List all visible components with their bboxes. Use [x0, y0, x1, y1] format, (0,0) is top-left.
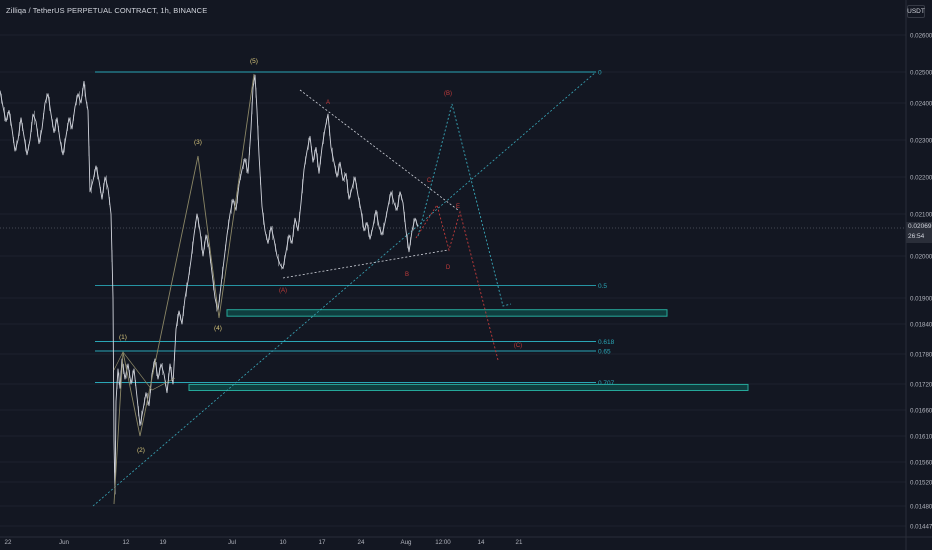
- impulse-wave-label: (3): [194, 139, 202, 146]
- price-tick-label: 0.01660: [910, 408, 932, 415]
- time-tick-label: 12:00: [435, 539, 451, 546]
- price-tick-label: 0.02200: [910, 175, 932, 182]
- price-tick-label: 0.01560: [910, 460, 932, 467]
- correction-wave-label: B: [405, 272, 409, 278]
- correction-wave-label: D: [446, 265, 451, 271]
- time-tick-label: 24: [358, 539, 365, 546]
- impulse-wave-label: (4): [214, 325, 222, 332]
- price-tick-label: 0.02600: [910, 33, 932, 40]
- price-tick-label: 0.01610: [910, 434, 932, 441]
- triangle-upper-line: [299, 89, 459, 211]
- time-axis: 22 Jun 12 19 Jul 10 17 24 Aug 12:00 14 21: [0, 536, 932, 546]
- correction-wave-label: (B): [444, 91, 452, 97]
- price-tick-label: 0.01720: [910, 382, 932, 389]
- target-zone: [188, 383, 749, 391]
- price-tick-label: 0.01520: [910, 480, 932, 487]
- fib-label: 0.618: [598, 339, 615, 346]
- price-tick-label: 0.02300: [910, 138, 932, 145]
- bar-countdown: 26:54: [908, 232, 925, 240]
- last-price-badge: 0.02069 26:54: [906, 222, 932, 243]
- price-tick-label: 0.01780: [910, 352, 932, 359]
- sub-wave-line: [113, 351, 176, 391]
- time-tick-label: 14: [478, 539, 485, 546]
- correction-wave-label: A: [326, 100, 330, 106]
- price-series: [0, 74, 419, 495]
- time-tick-label: Aug: [400, 539, 412, 546]
- correction-wave-label: (A): [279, 288, 287, 294]
- elliott-waves: (1) (2) (3) (4) (5) A B C D E (A) (B) (C): [113, 58, 522, 505]
- time-tick-label: 19: [160, 539, 167, 546]
- rising-trendline: [92, 71, 597, 507]
- correction-wave-label: E: [456, 204, 460, 210]
- price-tick-label: 0.02000: [910, 254, 932, 261]
- price-tick-label: 0.02100: [910, 212, 932, 219]
- time-tick-label: Jun: [59, 539, 70, 546]
- price-tick-label: 0.01480: [910, 504, 932, 511]
- impulse-wave-label: (5): [250, 58, 258, 65]
- time-tick-label: Jul: [228, 539, 236, 546]
- price-tick-label: 0.02400: [910, 101, 932, 108]
- fib-label: 0.65: [598, 349, 611, 356]
- fib-levels: 0 0.5 0.618 0.65 0.707: [95, 70, 615, 387]
- trendlines: [92, 71, 597, 507]
- time-tick-label: 21: [516, 539, 523, 546]
- fib-label: 0.707: [598, 380, 615, 387]
- impulse-wave-label: (2): [137, 447, 145, 454]
- impulse-wave-label: (1): [119, 334, 127, 341]
- time-tick-label: 17: [319, 539, 326, 546]
- time-tick-label: 10: [280, 539, 287, 546]
- chart-title: Zilliqa / TetherUS PERPETUAL CONTRACT, 1…: [6, 6, 208, 15]
- price-tick-label: 0.01840: [910, 322, 932, 329]
- fib-label: 0.5: [598, 283, 607, 290]
- time-tick-label: 12: [123, 539, 130, 546]
- fib-label: 0: [598, 70, 602, 77]
- projected-path-bear: [415, 203, 499, 361]
- price-tick-label: 0.01900: [910, 296, 932, 303]
- correction-wave-label: C: [427, 178, 432, 184]
- time-tick-label: 22: [5, 539, 12, 546]
- price-tick-label: 0.01447: [910, 524, 932, 531]
- triangle-lower-line: [282, 249, 449, 279]
- price-axis: 0.02600 0.02500 0.02400 0.02300 0.02200 0.021…: [905, 0, 932, 550]
- price-tick-label: 0.02500: [910, 70, 932, 77]
- target-zones: [188, 309, 749, 391]
- currency-button[interactable]: USDT: [907, 5, 925, 18]
- target-zone: [226, 309, 668, 317]
- projected-path-bull: [417, 103, 512, 307]
- correction-wave-label: (C): [514, 343, 522, 349]
- impulse-wave-line: [113, 73, 255, 505]
- last-price-value: 0.02069: [908, 223, 932, 230]
- price-line: [0, 74, 419, 495]
